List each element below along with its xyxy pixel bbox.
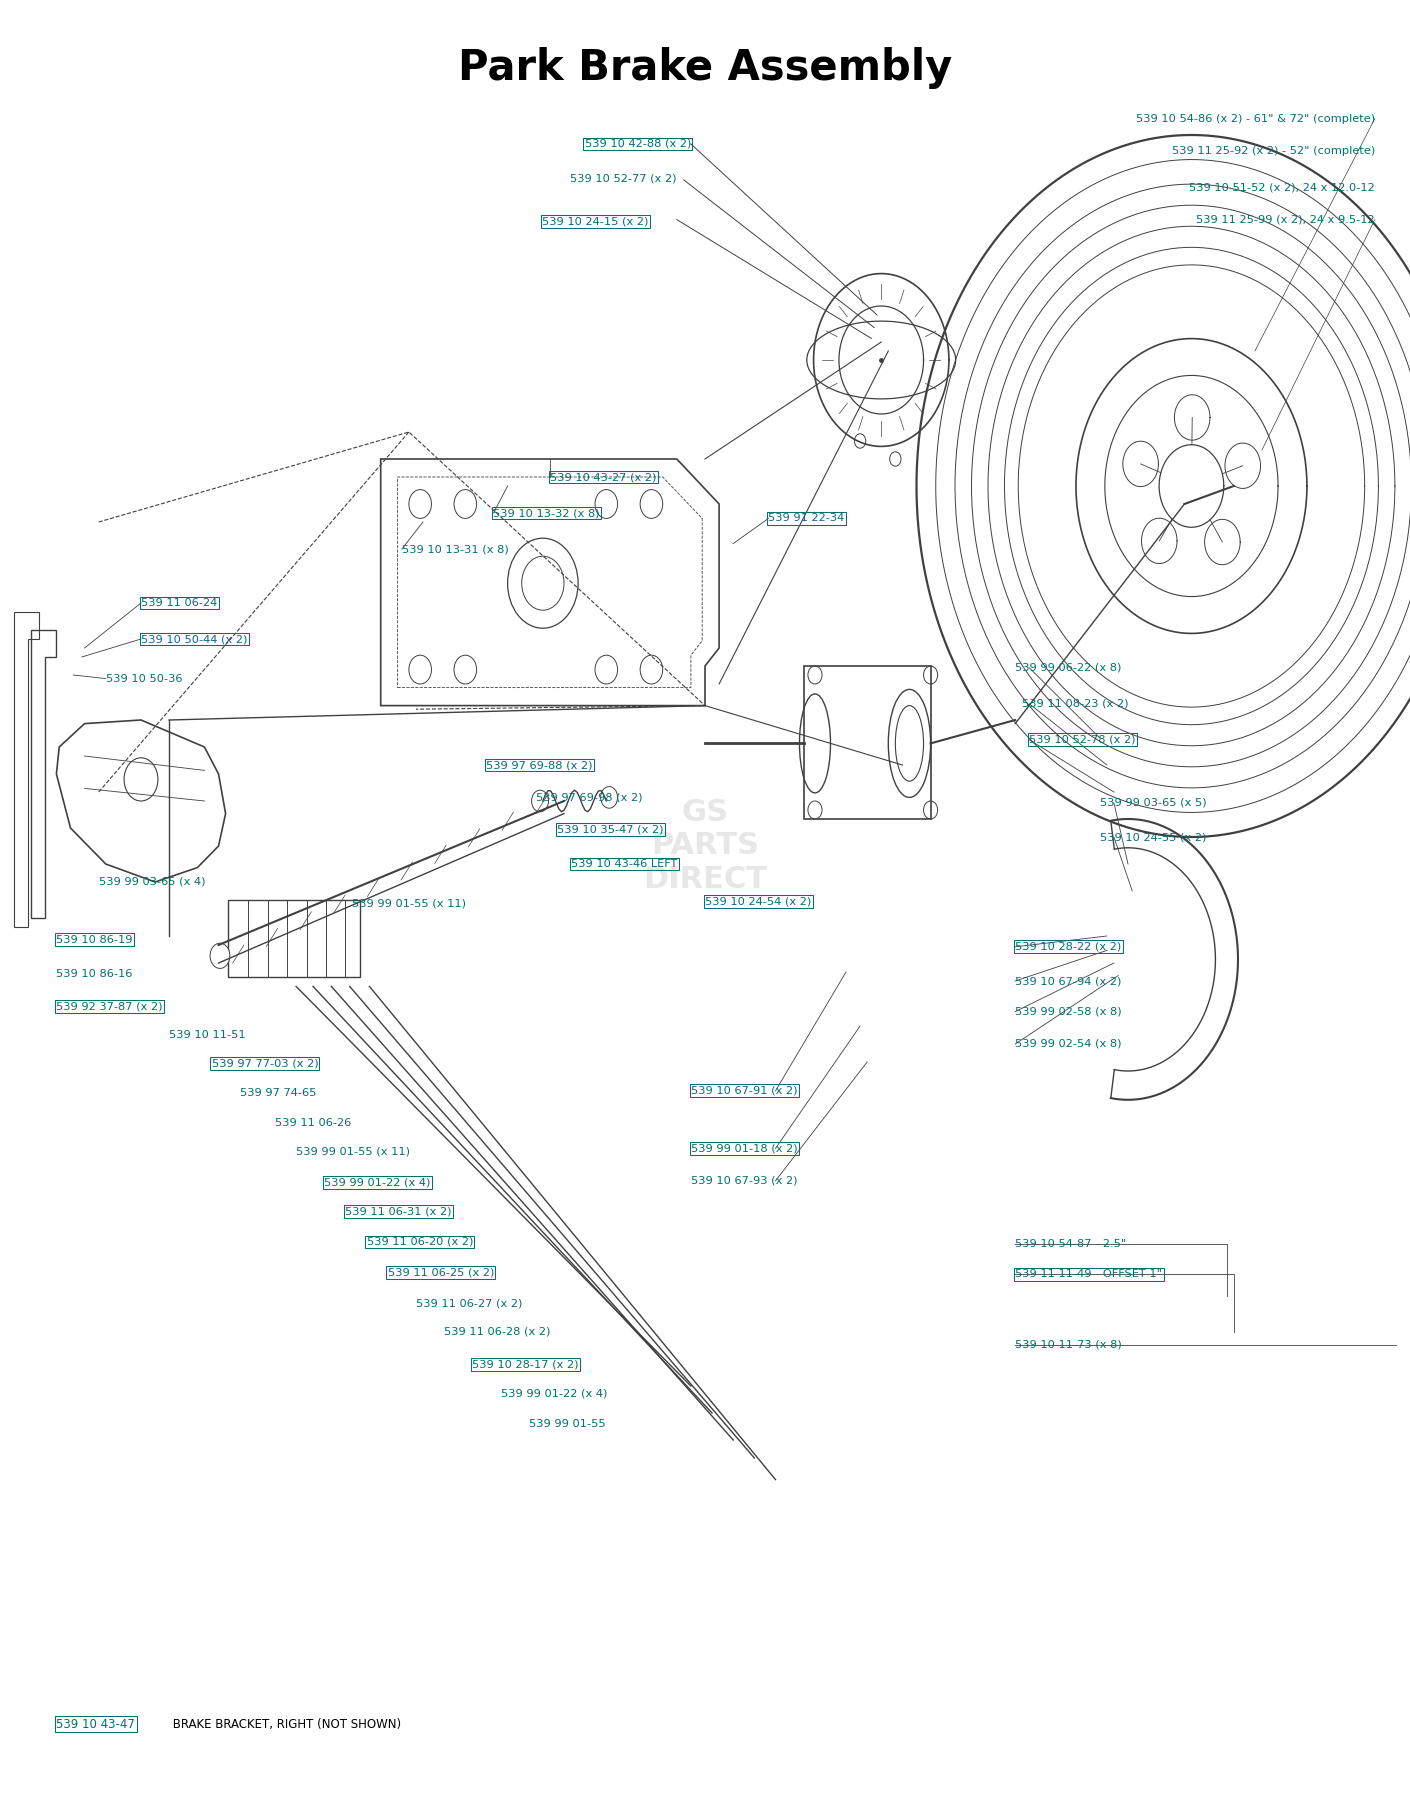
Text: 539 99 01-55 (x 11): 539 99 01-55 (x 11) [296, 1147, 410, 1157]
Text: 539 10 13-31 (x 8): 539 10 13-31 (x 8) [402, 544, 509, 554]
Text: 539 99 01-22 (x 4): 539 99 01-22 (x 4) [324, 1177, 430, 1188]
Text: 539 10 51-52 (x 2), 24 x 12.0-12: 539 10 51-52 (x 2), 24 x 12.0-12 [1189, 182, 1375, 193]
Text: 539 99 02-58 (x 8): 539 99 02-58 (x 8) [1015, 1006, 1122, 1017]
Text: 539 11 11-49 - OFFSET 1": 539 11 11-49 - OFFSET 1" [1015, 1269, 1162, 1280]
Text: 539 97 69-88 (x 2): 539 97 69-88 (x 2) [486, 760, 594, 770]
Text: 539 10 11-73 (x 8): 539 10 11-73 (x 8) [1015, 1339, 1122, 1350]
Text: 539 99 06-22 (x 8): 539 99 06-22 (x 8) [1015, 662, 1121, 673]
Circle shape [124, 758, 158, 801]
Text: 539 99 01-18 (x 2): 539 99 01-18 (x 2) [691, 1143, 798, 1154]
Text: 539 99 02-54 (x 8): 539 99 02-54 (x 8) [1015, 1039, 1122, 1049]
Text: 539 97 77-03 (x 2): 539 97 77-03 (x 2) [212, 1058, 319, 1069]
Text: 539 11 08-23 (x 2): 539 11 08-23 (x 2) [1022, 698, 1129, 709]
Text: 539 11 06-20 (x 2): 539 11 06-20 (x 2) [367, 1237, 472, 1247]
Text: 539 10 86-16: 539 10 86-16 [56, 968, 133, 979]
Text: 539 99 01-22 (x 4): 539 99 01-22 (x 4) [501, 1388, 606, 1399]
Text: 539 99 01-55: 539 99 01-55 [529, 1418, 605, 1429]
Text: 539 99 03-65 (x 5): 539 99 03-65 (x 5) [1100, 797, 1207, 808]
Text: 539 10 54-86 (x 2) - 61" & 72" (complete): 539 10 54-86 (x 2) - 61" & 72" (complete… [1135, 113, 1375, 124]
Circle shape [532, 790, 548, 812]
Text: 539 11 06-24: 539 11 06-24 [141, 598, 217, 608]
Text: 539 10 52-78 (x 2): 539 10 52-78 (x 2) [1029, 734, 1136, 745]
Text: 539 10 67-93 (x 2): 539 10 67-93 (x 2) [691, 1175, 798, 1186]
Text: 539 97 69-98 (x 2): 539 97 69-98 (x 2) [536, 792, 643, 803]
Text: 539 10 67-91 (x 2): 539 10 67-91 (x 2) [691, 1085, 798, 1096]
Text: 539 11 06-28 (x 2): 539 11 06-28 (x 2) [444, 1327, 550, 1337]
Text: 539 10 43-46 LEFT: 539 10 43-46 LEFT [571, 859, 677, 869]
Text: 539 10 52-77 (x 2): 539 10 52-77 (x 2) [570, 173, 677, 184]
Circle shape [601, 787, 618, 808]
Text: 539 10 24-15 (x 2): 539 10 24-15 (x 2) [543, 216, 649, 227]
Text: 539 10 24-55 (x 2): 539 10 24-55 (x 2) [1100, 832, 1206, 842]
Text: 539 10 28-17 (x 2): 539 10 28-17 (x 2) [472, 1359, 580, 1370]
Text: 539 10 42-88 (x 2): 539 10 42-88 (x 2) [585, 139, 691, 149]
Circle shape [210, 943, 230, 968]
Text: 539 91 22-34: 539 91 22-34 [768, 513, 845, 524]
Text: 539 10 67-94 (x 2): 539 10 67-94 (x 2) [1015, 976, 1121, 986]
Text: 539 11 25-92 (x 2) - 52" (complete): 539 11 25-92 (x 2) - 52" (complete) [1172, 146, 1375, 157]
Text: 539 10 54-87 - 2.5": 539 10 54-87 - 2.5" [1015, 1238, 1127, 1249]
Text: 539 11 06-25 (x 2): 539 11 06-25 (x 2) [388, 1267, 494, 1278]
Text: 539 11 06-31 (x 2): 539 11 06-31 (x 2) [345, 1206, 453, 1217]
Text: 539 10 28-22 (x 2): 539 10 28-22 (x 2) [1015, 941, 1121, 952]
Text: 539 92 37-87 (x 2): 539 92 37-87 (x 2) [56, 1001, 164, 1012]
Text: 539 11 06-27 (x 2): 539 11 06-27 (x 2) [416, 1298, 522, 1309]
Text: 539 10 13-32 (x 8): 539 10 13-32 (x 8) [493, 508, 601, 518]
Text: 539 10 50-36: 539 10 50-36 [106, 673, 182, 684]
Text: 539 99 01-55 (x 11): 539 99 01-55 (x 11) [352, 898, 467, 909]
Text: 539 99 03-65 (x 4): 539 99 03-65 (x 4) [99, 877, 206, 887]
Text: Park Brake Assembly: Park Brake Assembly [458, 47, 952, 90]
Text: 539 11 06-26: 539 11 06-26 [275, 1118, 351, 1129]
Text: 539 10 43-27 (x 2): 539 10 43-27 (x 2) [550, 472, 656, 482]
Text: 539 10 50-44 (x 2): 539 10 50-44 (x 2) [141, 634, 247, 644]
Text: BRAKE BRACKET, RIGHT (NOT SHOWN): BRAKE BRACKET, RIGHT (NOT SHOWN) [169, 1717, 402, 1732]
Text: 539 10 35-47 (x 2): 539 10 35-47 (x 2) [557, 824, 664, 835]
Text: 539 10 43-47: 539 10 43-47 [56, 1717, 135, 1732]
Text: 539 11 25-99 (x 2), 24 x 9.5-12: 539 11 25-99 (x 2), 24 x 9.5-12 [1196, 214, 1375, 225]
Text: 539 10 11-51: 539 10 11-51 [169, 1030, 245, 1040]
Text: 539 97 74-65: 539 97 74-65 [240, 1087, 316, 1098]
Text: GS
PARTS
DIRECT: GS PARTS DIRECT [643, 797, 767, 895]
Text: 539 10 24-54 (x 2): 539 10 24-54 (x 2) [705, 896, 811, 907]
Text: 539 10 86-19: 539 10 86-19 [56, 934, 133, 945]
